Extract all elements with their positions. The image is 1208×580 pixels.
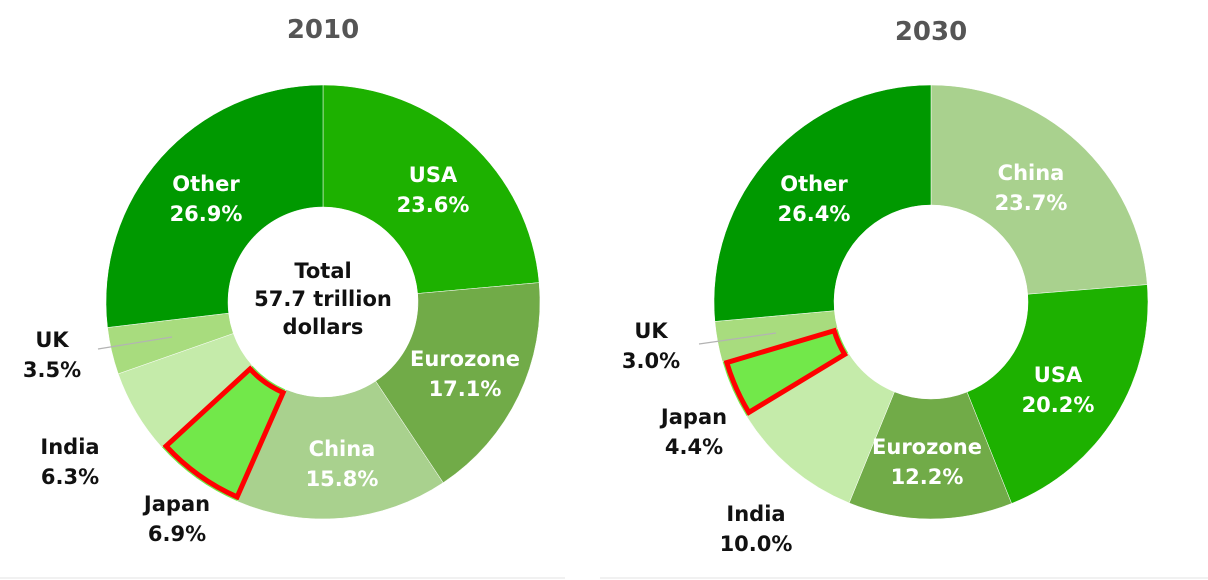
slice-usa <box>322 84 540 294</box>
label-japan: Japan <box>659 405 727 429</box>
slice-usa <box>966 284 1149 504</box>
label-china: China <box>309 437 376 461</box>
label-japan: Japan <box>142 492 210 516</box>
value-label-usa: 20.2% <box>1022 393 1095 417</box>
label-usa: USA <box>409 163 458 187</box>
slice-other <box>105 84 324 328</box>
value-label-usa: 23.6% <box>397 193 470 217</box>
uk-leader-line <box>698 332 777 345</box>
label-eurozone: Eurozone <box>872 435 982 459</box>
label-uk: UK <box>634 319 668 343</box>
center-text-line: Total <box>294 259 351 283</box>
value-label-japan: 6.9% <box>148 522 206 546</box>
center-text-line: 57.7 trillion <box>254 287 392 311</box>
value-label-india: 6.3% <box>41 465 99 489</box>
donut-chart-2010: 2010 USA 23.6% Eurozone 17.1% China 15.8% Japan… <box>23 15 541 546</box>
highlight-outline-japan <box>723 327 849 416</box>
label-india: India <box>40 435 99 459</box>
value-label-uk: 3.5% <box>23 358 81 382</box>
value-label-japan: 4.4% <box>665 435 723 459</box>
slice-china <box>237 380 444 520</box>
donut-chart-2030: 2030 China 23.7% USA 20.2% Eurozone 12.2% India… <box>622 17 1149 556</box>
value-label-uk: 3.0% <box>622 349 680 373</box>
value-label-other: 26.4% <box>778 202 851 226</box>
slice-eurozone <box>375 282 541 484</box>
value-label-india: 10.0% <box>720 532 793 556</box>
value-label-eurozone: 17.1% <box>429 377 502 401</box>
value-label-eurozone: 12.2% <box>891 465 964 489</box>
label-china: China <box>998 161 1065 185</box>
label-other: Other <box>780 172 848 196</box>
slice-china <box>930 84 1148 295</box>
chart-title: 2030 <box>895 17 967 47</box>
value-label-other: 26.9% <box>170 202 243 226</box>
label-india: India <box>726 502 785 526</box>
chart-title: 2010 <box>287 15 359 45</box>
label-uk: UK <box>35 328 69 352</box>
center-text-line: dollars <box>283 315 364 339</box>
value-label-china: 23.7% <box>995 191 1068 215</box>
value-label-china: 15.8% <box>306 467 379 491</box>
slice-other <box>713 84 932 322</box>
label-eurozone: Eurozone <box>410 347 520 371</box>
label-usa: USA <box>1034 363 1083 387</box>
highlight-outline-japan <box>162 365 287 501</box>
uk-leader-line <box>97 336 173 350</box>
label-other: Other <box>172 172 240 196</box>
